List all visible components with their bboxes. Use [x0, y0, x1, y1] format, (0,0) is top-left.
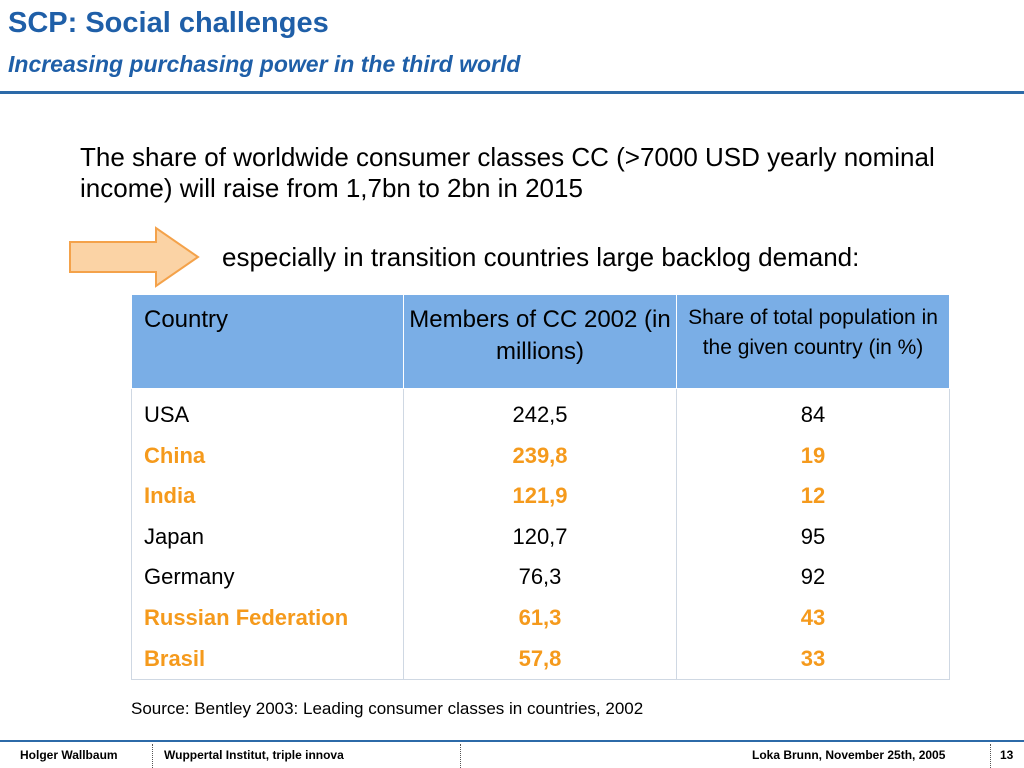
cell-members: 121,9	[403, 476, 677, 517]
table-row: Russian Federation 61,3 43	[131, 597, 950, 639]
cell-country: Brasil	[131, 638, 404, 681]
slide-subtitle: Increasing purchasing power in the third…	[8, 51, 521, 77]
cell-country: China	[131, 435, 404, 477]
cell-members: 239,8	[403, 435, 677, 477]
table-row: China 239,8 19	[131, 435, 950, 477]
cell-share: 95	[676, 516, 950, 558]
cell-members: 120,7	[403, 516, 677, 558]
table-row: Japan 120,7 95	[131, 516, 950, 558]
slide-title: SCP: Social challenges	[8, 7, 329, 39]
cell-country: Russian Federation	[131, 597, 404, 639]
footer-institute: Wuppertal Institut, triple innova	[164, 748, 344, 762]
arrow-caption: especially in transition countries large…	[222, 242, 860, 272]
cell-share: 43	[676, 597, 950, 639]
right-arrow-icon	[69, 226, 200, 288]
footer-event: Loka Brunn, November 25th, 2005	[752, 748, 946, 762]
cell-share: 12	[676, 476, 950, 517]
footer-separator	[990, 744, 991, 768]
table-row: Brasil 57,8 33	[131, 638, 950, 681]
source-note: Source: Bentley 2003: Leading consumer c…	[131, 699, 644, 718]
footer-separator	[460, 744, 461, 768]
table-row: India 121,9 12	[131, 476, 950, 517]
slide-footer: Holger Wallbaum Wuppertal Institut, trip…	[0, 742, 1024, 768]
cell-share: 92	[676, 557, 950, 598]
cell-members: 242,5	[403, 388, 677, 436]
title-divider	[0, 91, 1024, 94]
consumer-class-table: Country Members of CC 2002 (in millions)…	[131, 294, 950, 681]
footer-author: Holger Wallbaum	[20, 748, 118, 762]
table-row: USA 242,5 84	[131, 388, 950, 436]
cell-share: 84	[676, 388, 950, 436]
intro-text: The share of worldwide consumer classes …	[80, 142, 935, 203]
page-number: 13	[1000, 748, 1014, 762]
cell-members: 57,8	[403, 638, 677, 681]
header-share: Share of total population in the given c…	[676, 294, 950, 389]
cell-members: 61,3	[403, 597, 677, 639]
cell-share: 33	[676, 638, 950, 681]
cell-share: 19	[676, 435, 950, 477]
cell-country: India	[131, 476, 404, 517]
cell-members: 76,3	[403, 557, 677, 598]
header-members: Members of CC 2002 (in millions)	[403, 294, 677, 389]
table-row: Germany 76,3 92	[131, 557, 950, 598]
cell-country: Japan	[131, 516, 404, 558]
footer-separator	[152, 744, 153, 768]
cell-country: USA	[131, 388, 404, 436]
table-header-row: Country Members of CC 2002 (in millions)…	[131, 294, 950, 389]
cell-country: Germany	[131, 557, 404, 598]
header-country: Country	[131, 294, 404, 389]
footer-divider	[0, 740, 1024, 742]
